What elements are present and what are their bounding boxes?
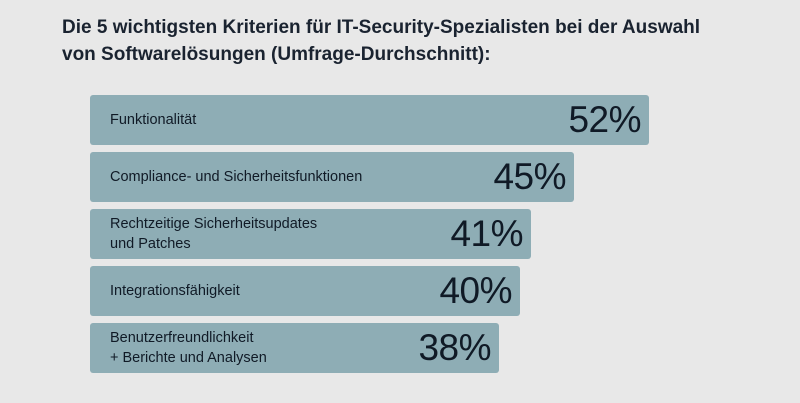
bar-value-label: 52% bbox=[568, 99, 641, 140]
bar: Benutzerfreundlichkeit + Berichte und An… bbox=[90, 323, 499, 373]
bar: Rechtzeitige Sicherheitsupdates und Patc… bbox=[90, 209, 531, 259]
bar-value-label: 40% bbox=[439, 270, 512, 311]
bar-label: Funktionalität bbox=[110, 112, 197, 128]
bar-value-label: 45% bbox=[493, 156, 566, 197]
bar-value-label: 38% bbox=[418, 327, 491, 368]
bar-value-label: 41% bbox=[450, 213, 523, 254]
bar: Funktionalität 52% bbox=[90, 95, 649, 145]
chart-title: Die 5 wichtigsten Kriterien für IT-Secur… bbox=[62, 17, 701, 65]
bar-label: Rechtzeitige Sicherheitsupdates und Patc… bbox=[110, 216, 318, 252]
bar-label: Compliance- und Sicherheitsfunktionen bbox=[110, 169, 363, 185]
bar: Integrationsfähigkeit 40% bbox=[90, 266, 520, 316]
bar-label: Benutzerfreundlichkeit + Berichte und An… bbox=[110, 330, 267, 366]
bar-label: Integrationsfähigkeit bbox=[110, 283, 240, 299]
bar: Compliance- und Sicherheitsfunktionen 45% bbox=[90, 152, 574, 202]
